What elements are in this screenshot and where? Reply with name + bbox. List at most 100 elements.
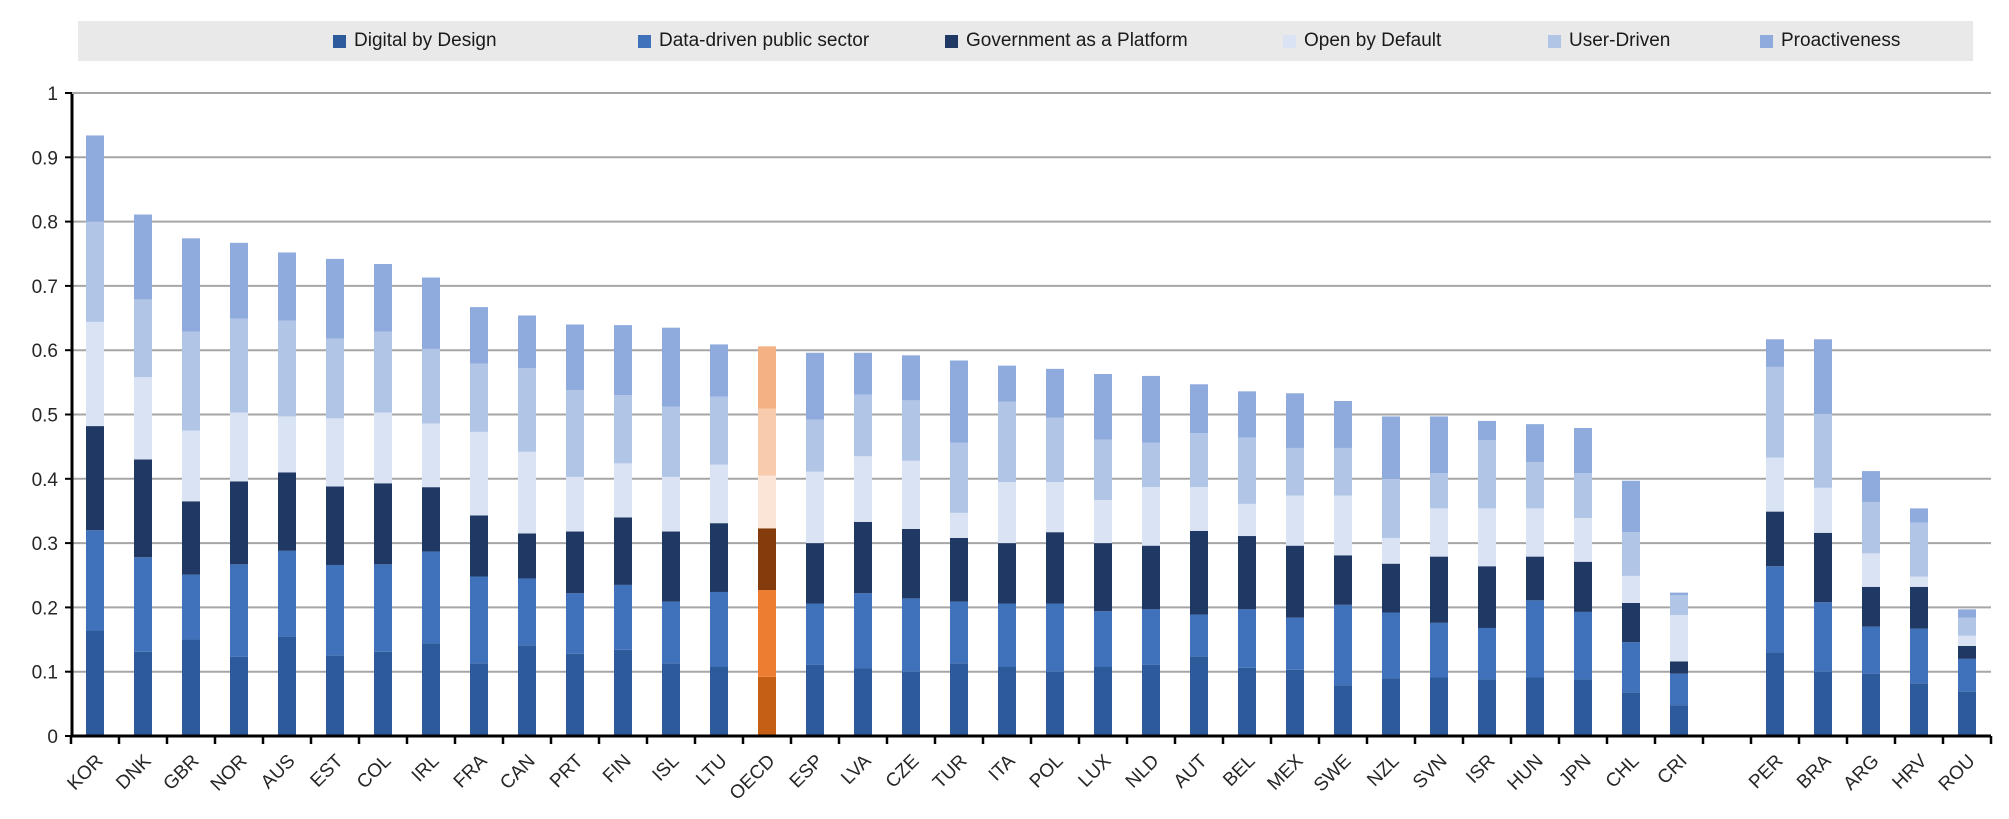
legend-item-government-as-a-platform: Government as a Platform bbox=[945, 21, 1188, 61]
bar-segment-isl-data-driven-public-sector bbox=[662, 601, 680, 664]
bar-segment-tur-user-driven bbox=[950, 442, 968, 513]
bar-segment-col-proactiveness bbox=[374, 264, 392, 332]
bar-segment-swe-proactiveness bbox=[1334, 400, 1352, 448]
bar-segment-fra-open-by-default bbox=[470, 431, 488, 516]
x-axis-label-kor: KOR bbox=[64, 751, 108, 795]
bar-segment-prt-open-by-default bbox=[566, 476, 584, 532]
legend-swatch-icon bbox=[333, 34, 346, 48]
bar-segment-esp-data-driven-public-sector bbox=[806, 603, 824, 665]
bar-segment-lva-digital-by-design bbox=[854, 668, 872, 736]
bar-segment-nld-user-driven bbox=[1142, 442, 1160, 488]
bar-segment-nor-open-by-default bbox=[230, 412, 248, 482]
bar-segment-hun-digital-by-design bbox=[1526, 677, 1544, 736]
bar-segment-bel-digital-by-design bbox=[1238, 667, 1256, 736]
bar-segment-est-proactiveness bbox=[326, 258, 344, 339]
bar-segment-cri-open-by-default bbox=[1670, 615, 1688, 662]
bar-segment-prt-proactiveness bbox=[566, 324, 584, 391]
bar-segment-prt-government-as-a-platform bbox=[566, 531, 584, 594]
bar-segment-bra-user-driven bbox=[1814, 413, 1832, 488]
bar-segment-esp-government-as-a-platform bbox=[806, 543, 824, 604]
bar-segment-ita-proactiveness bbox=[998, 365, 1016, 402]
bar-segment-isr-government-as-a-platform bbox=[1478, 566, 1496, 628]
bar-segment-nzl-data-driven-public-sector bbox=[1382, 612, 1400, 679]
x-axis-label-irl: IRL bbox=[408, 751, 444, 787]
bar-segment-swe-government-as-a-platform bbox=[1334, 555, 1352, 605]
bar-segment-rou-user-driven bbox=[1958, 617, 1976, 636]
bar-segment-kor-user-driven bbox=[86, 221, 104, 322]
bar-segment-irl-data-driven-public-sector bbox=[422, 551, 440, 644]
bar-segment-svn-data-driven-public-sector bbox=[1430, 622, 1448, 678]
bar-segment-pol-proactiveness bbox=[1046, 368, 1064, 418]
bar-segment-nzl-digital-by-design bbox=[1382, 678, 1400, 736]
bar-segment-nor-proactiveness bbox=[230, 242, 248, 319]
x-axis-label-jpn: JPN bbox=[1555, 751, 1595, 791]
bar-segment-nor-government-as-a-platform bbox=[230, 481, 248, 565]
bar-segment-ita-open-by-default bbox=[998, 482, 1016, 544]
bar-segment-lux-proactiveness bbox=[1094, 373, 1112, 440]
x-axis-label-lva: LVA bbox=[837, 750, 875, 788]
bar-segment-dnk-government-as-a-platform bbox=[134, 459, 152, 558]
bar-segment-oecd-data-driven-public-sector bbox=[758, 590, 776, 677]
bar-segment-arg-data-driven-public-sector bbox=[1862, 626, 1880, 674]
bar-segment-aus-digital-by-design bbox=[278, 636, 296, 736]
bar-segment-nld-government-as-a-platform bbox=[1142, 545, 1160, 610]
bar-segment-can-proactiveness bbox=[518, 315, 536, 369]
bar-segment-esp-proactiveness bbox=[806, 352, 824, 420]
bar-segment-cze-digital-by-design bbox=[902, 671, 920, 736]
bar-segment-aus-open-by-default bbox=[278, 416, 296, 473]
bar-segment-lux-government-as-a-platform bbox=[1094, 543, 1112, 612]
bar-segment-isl-open-by-default bbox=[662, 476, 680, 532]
bar-segment-nld-data-driven-public-sector bbox=[1142, 609, 1160, 665]
bar-segment-est-government-as-a-platform bbox=[326, 486, 344, 565]
bar-segment-isl-user-driven bbox=[662, 406, 680, 477]
bar-segment-bel-user-driven bbox=[1238, 437, 1256, 504]
bar-segment-nld-proactiveness bbox=[1142, 375, 1160, 443]
bar-segment-prt-data-driven-public-sector bbox=[566, 593, 584, 654]
bar-segment-esp-user-driven bbox=[806, 419, 824, 472]
bar-segment-ita-government-as-a-platform bbox=[998, 543, 1016, 604]
bar-segment-cri-user-driven bbox=[1670, 595, 1688, 616]
bar-segment-gbr-user-driven bbox=[182, 331, 200, 431]
bar-segment-isl-proactiveness bbox=[662, 327, 680, 407]
bar-segment-can-open-by-default bbox=[518, 451, 536, 534]
bar-segment-hrv-government-as-a-platform bbox=[1910, 586, 1928, 629]
x-axis-label-svn: SVN bbox=[1409, 751, 1451, 793]
bar-segment-dnk-digital-by-design bbox=[134, 651, 152, 736]
bar-segment-mex-data-driven-public-sector bbox=[1286, 617, 1304, 670]
y-axis-label: 0 bbox=[47, 727, 58, 748]
legend-label: Proactiveness bbox=[1781, 30, 1901, 51]
bar-segment-dnk-open-by-default bbox=[134, 377, 152, 460]
y-axis-label: 0.3 bbox=[32, 534, 58, 555]
x-axis-label-fra: FRA bbox=[450, 750, 492, 792]
bar-segment-rou-open-by-default bbox=[1958, 635, 1976, 646]
bar-segment-isl-government-as-a-platform bbox=[662, 531, 680, 602]
bar-segment-est-open-by-default bbox=[326, 418, 344, 487]
bar-segment-oecd-user-driven bbox=[758, 408, 776, 476]
bar-segment-arg-government-as-a-platform bbox=[1862, 586, 1880, 627]
legend-label: Government as a Platform bbox=[966, 30, 1188, 51]
bar-segment-fin-proactiveness bbox=[614, 325, 632, 396]
bar-segment-pol-data-driven-public-sector bbox=[1046, 603, 1064, 672]
bar-segment-pol-digital-by-design bbox=[1046, 671, 1064, 736]
bar-segment-lva-open-by-default bbox=[854, 456, 872, 522]
bar-segment-col-digital-by-design bbox=[374, 651, 392, 736]
bar-segment-aut-digital-by-design bbox=[1190, 656, 1208, 736]
bar-segment-chl-data-driven-public-sector bbox=[1622, 642, 1640, 693]
bar-segment-aut-open-by-default bbox=[1190, 487, 1208, 531]
x-axis-label-hun: HUN bbox=[1504, 751, 1548, 795]
bar-segment-gbr-data-driven-public-sector bbox=[182, 574, 200, 640]
bar-segment-col-open-by-default bbox=[374, 412, 392, 484]
bar-segment-fin-open-by-default bbox=[614, 463, 632, 518]
bar-segment-nzl-government-as-a-platform bbox=[1382, 563, 1400, 613]
y-axis-label: 0.9 bbox=[32, 148, 58, 169]
bar-segment-bra-government-as-a-platform bbox=[1814, 532, 1832, 603]
bar-segment-chl-government-as-a-platform bbox=[1622, 602, 1640, 643]
legend-swatch-icon bbox=[638, 34, 651, 48]
x-axis-label-pol: POL bbox=[1026, 751, 1068, 793]
legend-swatch-icon bbox=[1760, 34, 1773, 48]
bar-segment-per-government-as-a-platform bbox=[1766, 511, 1784, 567]
bar-segment-kor-government-as-a-platform bbox=[86, 426, 104, 531]
bar-segment-chl-user-driven bbox=[1622, 532, 1640, 576]
legend-label: Data-driven public sector bbox=[659, 30, 870, 51]
bar-segment-bel-data-driven-public-sector bbox=[1238, 609, 1256, 668]
